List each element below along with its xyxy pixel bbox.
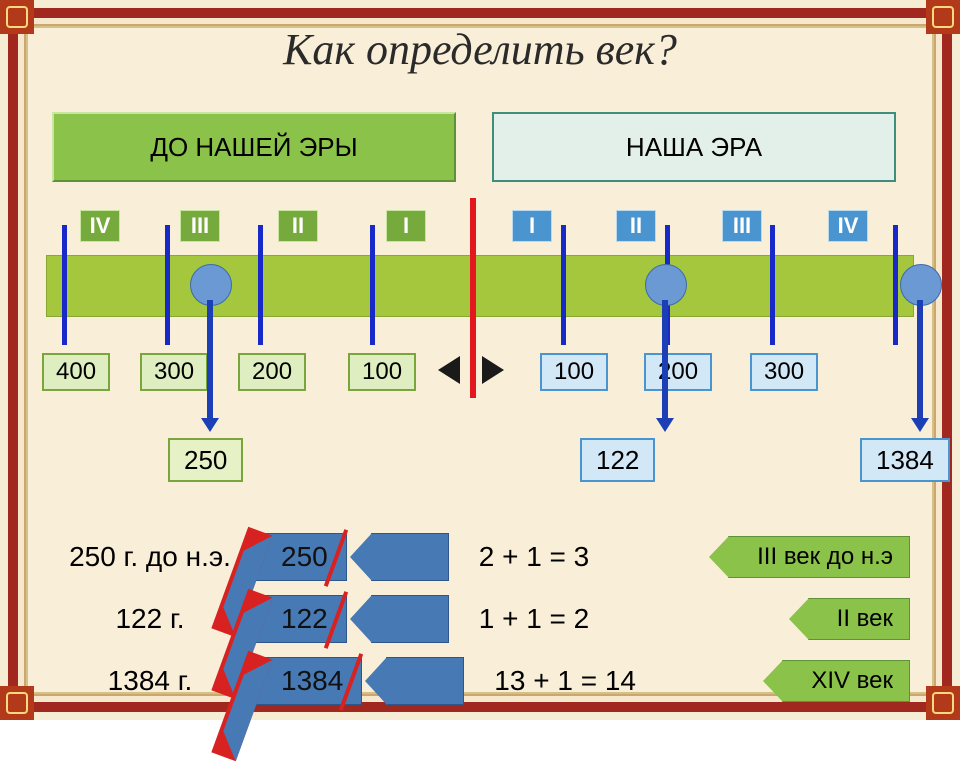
timeline-tick xyxy=(370,225,375,345)
timeline-tick xyxy=(770,225,775,345)
century-label-bce: I xyxy=(386,210,426,242)
era-divider xyxy=(470,198,476,398)
arrow-pentagon xyxy=(386,657,464,705)
arrow-right-icon xyxy=(482,356,504,384)
year-label-bce: 300 xyxy=(140,353,208,391)
timeline-tick xyxy=(258,225,263,345)
number-pentagon: 250 xyxy=(250,533,347,581)
number-pentagon: 1384 xyxy=(250,657,362,705)
century-label-ce: II xyxy=(616,210,656,242)
year-label-ce: 100 xyxy=(540,353,608,391)
arrow-left-icon xyxy=(438,356,460,384)
year-label-bce: 100 xyxy=(348,353,416,391)
marker-label: 1384 xyxy=(860,438,950,482)
marker-pin xyxy=(917,300,923,420)
arrow-pentagon xyxy=(371,533,449,581)
year-text: 250 г. до н.э. xyxy=(50,541,250,573)
arrow-pentagon xyxy=(371,595,449,643)
year-text: 1384 г. xyxy=(50,665,250,697)
century-label-ce: III xyxy=(722,210,762,242)
chevron-down-icon xyxy=(656,418,674,432)
century-label-bce: IV xyxy=(80,210,120,242)
timeline-tick xyxy=(62,225,67,345)
equation-text: 13 + 1 = 14 xyxy=(494,665,674,697)
example-row: 1384 г.1384 13 + 1 = 14 XIV век xyxy=(50,656,910,706)
example-row: 250 г. до н.э.250 2 + 1 = 3 III век до н.э xyxy=(50,532,910,582)
marker-pin xyxy=(662,300,668,420)
corner-ornament xyxy=(0,686,34,720)
result-label: II век xyxy=(808,598,910,640)
equation-text: 1 + 1 = 2 xyxy=(479,603,659,635)
slide-frame: Как определить век? ДО НАШЕЙ ЭРЫ НАША ЭР… xyxy=(0,0,960,720)
century-label-bce: III xyxy=(180,210,220,242)
number-pentagon: 122 xyxy=(250,595,347,643)
year-text: 122 г. xyxy=(50,603,250,635)
marker-label: 250 xyxy=(168,438,243,482)
marker-label: 122 xyxy=(580,438,655,482)
page-title: Как определить век? xyxy=(0,24,960,75)
timeline-tick xyxy=(561,225,566,345)
timeline-band xyxy=(46,255,914,317)
result-label: III век до н.э xyxy=(728,536,910,578)
timeline-tick xyxy=(893,225,898,345)
century-label-ce: I xyxy=(512,210,552,242)
marker-pin xyxy=(207,300,213,420)
year-label-bce: 200 xyxy=(238,353,306,391)
corner-ornament xyxy=(926,686,960,720)
equation-text: 2 + 1 = 3 xyxy=(479,541,659,573)
example-row: 122 г.122 1 + 1 = 2 II век xyxy=(50,594,910,644)
year-label-ce: 200 xyxy=(644,353,712,391)
year-label-bce: 400 xyxy=(42,353,110,391)
result-label: XIV век xyxy=(782,660,910,702)
century-label-ce: IV xyxy=(828,210,868,242)
chevron-down-icon xyxy=(201,418,219,432)
century-label-bce: II xyxy=(278,210,318,242)
year-label-ce: 300 xyxy=(750,353,818,391)
era-bce-box: ДО НАШЕЙ ЭРЫ xyxy=(52,112,456,182)
era-ce-box: НАША ЭРА xyxy=(492,112,896,182)
chevron-down-icon xyxy=(911,418,929,432)
timeline-tick xyxy=(165,225,170,345)
